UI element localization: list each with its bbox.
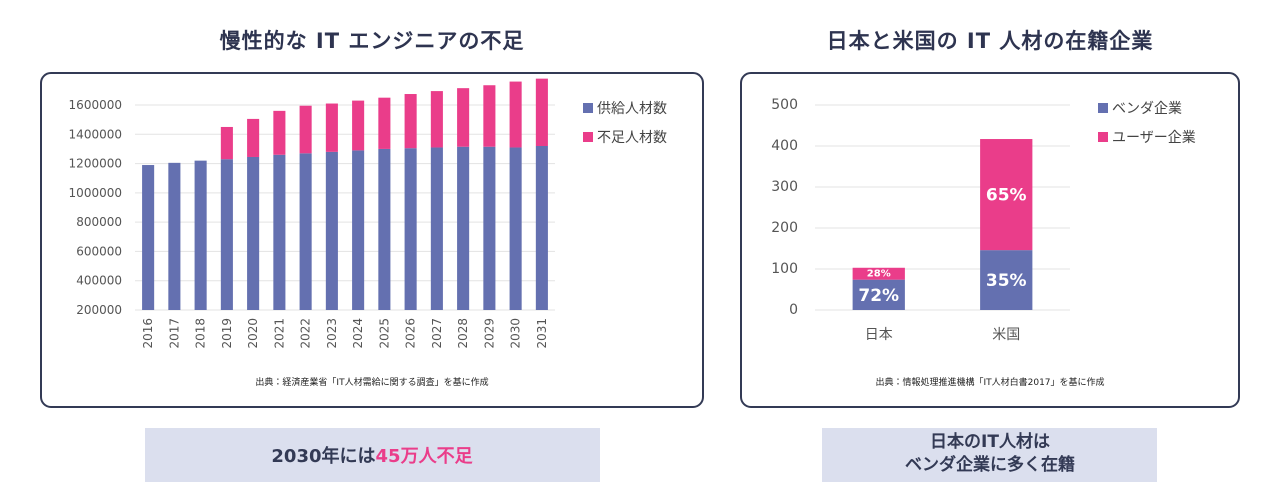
legend-swatch bbox=[583, 103, 593, 113]
legend-label: ベンダ企業 bbox=[1112, 101, 1182, 117]
bar-segment bbox=[247, 156, 260, 310]
x-tick-label: 2026 bbox=[404, 318, 418, 349]
panel bbox=[40, 72, 704, 408]
bar-segment bbox=[404, 94, 417, 149]
bar-segment bbox=[430, 91, 443, 148]
x-tick-label: 2022 bbox=[299, 318, 313, 349]
legend-swatch bbox=[583, 132, 593, 142]
x-tick-label: 2028 bbox=[456, 318, 470, 349]
data-label: 72% bbox=[858, 286, 899, 306]
y-tick-label: 1600000 bbox=[69, 98, 122, 112]
x-tick-label: 2031 bbox=[535, 318, 549, 349]
source-note: 出典：情報処理推進機構「IT人材白書2017」を基に作成 bbox=[875, 376, 1104, 388]
legend-label: 不足人材数 bbox=[597, 130, 667, 146]
callout-box bbox=[822, 428, 1157, 482]
bar-segment bbox=[273, 110, 286, 155]
y-tick-label: 400 bbox=[771, 138, 798, 154]
callout: 2030年には45万人不足 bbox=[271, 445, 472, 467]
bar-segment bbox=[509, 81, 522, 148]
legend-label: 供給人材数 bbox=[597, 101, 667, 117]
bar-segment bbox=[220, 159, 233, 310]
callout-text: 2030年には bbox=[271, 445, 375, 467]
callout-line: ベンダ企業に多く在籍 bbox=[905, 454, 1075, 475]
x-tick-label: 2023 bbox=[325, 318, 339, 349]
bar-segment bbox=[535, 146, 548, 310]
y-tick-label: 800000 bbox=[76, 215, 122, 229]
y-tick-label: 1200000 bbox=[69, 157, 122, 171]
y-tick-label: 400000 bbox=[76, 274, 122, 288]
bar-segment bbox=[194, 160, 207, 310]
data-label: 35% bbox=[986, 271, 1027, 291]
bar-segment bbox=[980, 250, 1033, 310]
bar-segment bbox=[142, 165, 155, 310]
y-tick-label: 200000 bbox=[76, 303, 122, 317]
x-tick-label: 2018 bbox=[194, 318, 208, 349]
chart-title: 慢性的な IT エンジニアの不足 bbox=[220, 29, 525, 53]
x-tick-label: 2021 bbox=[272, 318, 286, 349]
x-tick-label: 2030 bbox=[509, 318, 523, 349]
y-tick-label: 200 bbox=[771, 220, 798, 236]
bar-segment bbox=[457, 146, 470, 310]
y-tick-label: 1000000 bbox=[69, 186, 122, 200]
legend-label: ユーザー企業 bbox=[1112, 130, 1196, 146]
x-tick-label: 2019 bbox=[220, 318, 234, 349]
legend-swatch bbox=[1098, 103, 1108, 113]
bar-segment bbox=[535, 78, 548, 146]
callout-highlight: 45万人不足 bbox=[376, 446, 473, 467]
bar-segment bbox=[325, 103, 338, 152]
bar-segment bbox=[852, 279, 905, 310]
bar-segment bbox=[457, 88, 470, 147]
x-tick-label: 2024 bbox=[351, 318, 365, 349]
bar-segment bbox=[352, 150, 365, 310]
legend-swatch bbox=[1098, 132, 1108, 142]
x-tick-label: 2027 bbox=[430, 318, 444, 349]
bar-segment bbox=[299, 153, 312, 310]
bar-segment bbox=[247, 118, 260, 157]
y-tick-label: 0 bbox=[789, 302, 798, 318]
chart-title: 日本と米国の IT 人材の在籍企業 bbox=[827, 29, 1154, 53]
bar-segment bbox=[980, 139, 1033, 251]
x-tick-label: 2029 bbox=[482, 318, 496, 349]
x-tick-label: 2017 bbox=[167, 318, 181, 349]
y-tick-label: 500 bbox=[771, 97, 798, 113]
bar-segment bbox=[483, 146, 496, 310]
bar-segment bbox=[220, 126, 233, 160]
bar-segment bbox=[273, 154, 286, 310]
data-label: 28% bbox=[867, 269, 891, 280]
bar-segment bbox=[509, 147, 522, 310]
y-tick-label: 300 bbox=[771, 179, 798, 195]
bar-segment bbox=[299, 105, 312, 154]
x-tick-label: 日本 bbox=[865, 327, 893, 343]
callout-line: 日本のIT人材は bbox=[930, 431, 1050, 452]
y-tick-label: 600000 bbox=[76, 244, 122, 258]
bar-segment bbox=[430, 147, 443, 310]
y-tick-label: 1400000 bbox=[69, 127, 122, 141]
x-tick-label: 2025 bbox=[377, 318, 391, 349]
bar-segment bbox=[852, 267, 905, 280]
bar-segment bbox=[325, 151, 338, 310]
bar-segment bbox=[168, 162, 181, 310]
bar-segment bbox=[483, 85, 496, 147]
bar-segment bbox=[378, 148, 391, 310]
callout-box bbox=[145, 428, 600, 482]
x-tick-label: 2016 bbox=[141, 318, 155, 349]
x-tick-label: 2020 bbox=[246, 318, 260, 349]
bar-segment bbox=[378, 97, 391, 149]
source-note: 出典：経済産業省「IT人材需給に関する調査」を基に作成 bbox=[255, 376, 488, 388]
x-tick-label: 米国 bbox=[992, 327, 1020, 343]
bar-segment bbox=[404, 148, 417, 310]
bar-segment bbox=[352, 100, 365, 151]
data-label: 65% bbox=[986, 186, 1027, 206]
y-tick-label: 100 bbox=[771, 261, 798, 277]
